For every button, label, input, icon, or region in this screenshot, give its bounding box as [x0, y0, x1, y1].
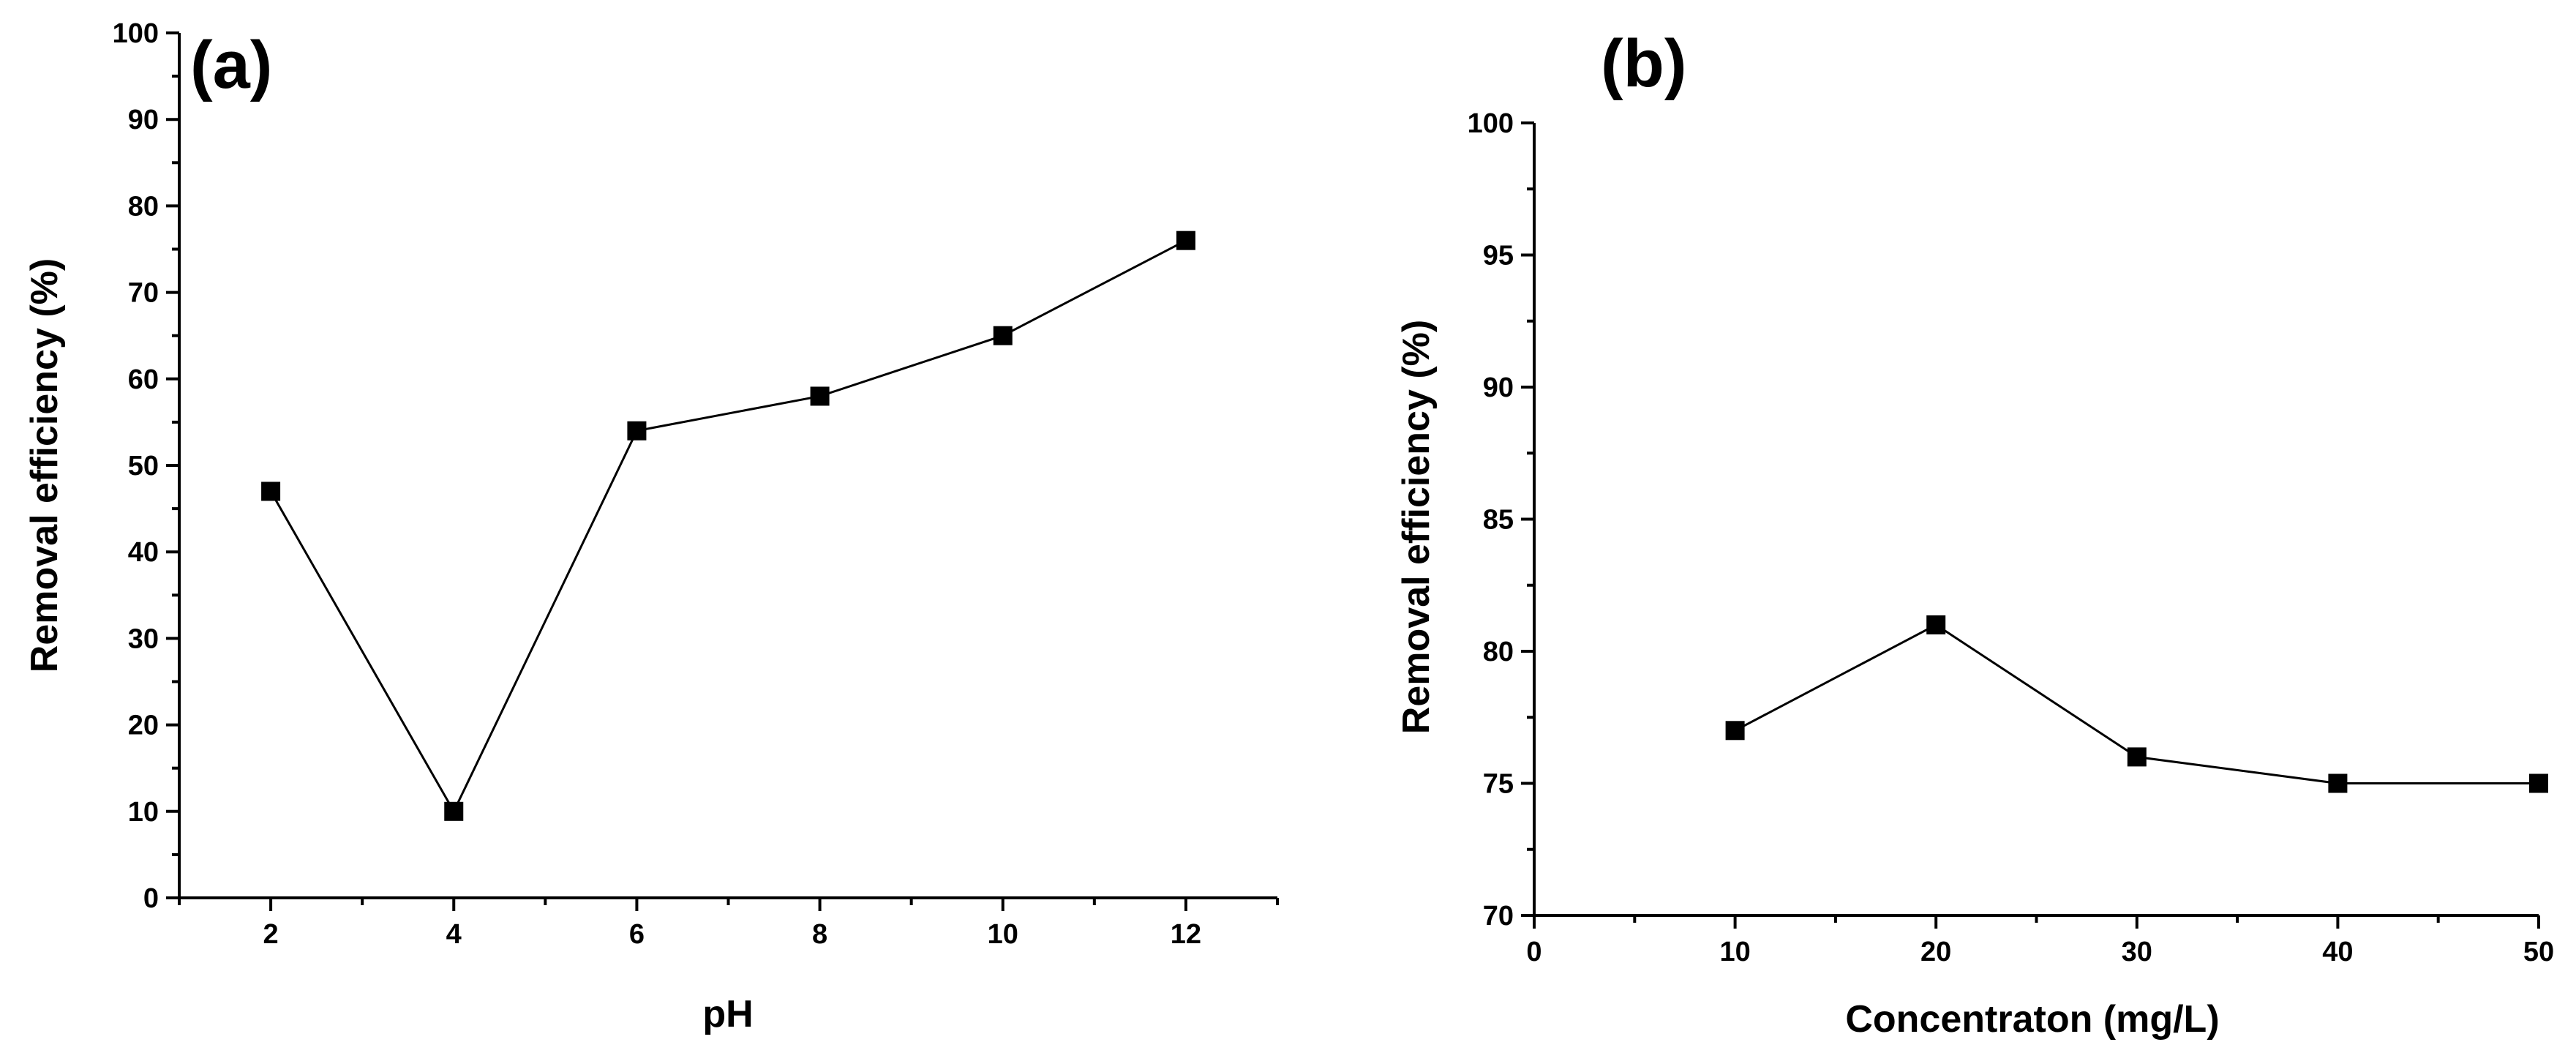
x-tick-label: 8 [812, 919, 827, 950]
x-axis-title-a: pH [702, 993, 753, 1035]
y-ticks-b: 70 75 80 85 90 95 100 [1468, 108, 1534, 932]
x-tick-label: 40 [2322, 937, 2353, 967]
y-tick-label: 80 [128, 191, 159, 222]
y-tick-label: 50 [128, 451, 159, 481]
x-tick-label: 4 [446, 919, 462, 950]
data-point [1176, 231, 1195, 250]
x-ticks-b: 0 10 20 30 40 50 [1526, 915, 2554, 967]
data-point [2328, 773, 2348, 793]
y-axis-title-a: Removal efficiency (%) [23, 258, 66, 672]
series-line-a [269, 239, 1187, 814]
x-axis-title-b: Concentraton (mg/L) [1845, 998, 2219, 1041]
y-tick-label: 100 [1468, 108, 1514, 139]
data-point [627, 421, 647, 441]
x-tick-label: 10 [1719, 937, 1750, 967]
y-tick-label: 0 [143, 883, 159, 914]
x-tick-label: 0 [1526, 937, 1542, 967]
y-tick-label: 90 [128, 105, 159, 135]
x-tick-label: 50 [2523, 937, 2554, 967]
chart-panel-b: (b) 70 75 80 85 90 95 100 0 10 20 30 40 50 Concentr… [1395, 26, 2554, 1041]
y-tick-label: 100 [113, 18, 159, 49]
axis-lines-a [178, 33, 1277, 899]
y-ticks-a: 0 10 20 30 40 50 60 70 80 90 100 [113, 18, 179, 914]
data-point [1725, 721, 1745, 741]
y-tick-label: 60 [128, 364, 159, 395]
y-tick-label: 10 [128, 797, 159, 828]
panel-label-a: (a) [190, 28, 272, 102]
y-tick-label: 80 [1483, 637, 1514, 667]
y-axis-title-b: Removal efficiency (%) [1395, 320, 1438, 734]
series-a [261, 231, 1195, 821]
y-tick-label: 30 [128, 623, 159, 654]
x-tick-label: 12 [1171, 919, 1201, 950]
y-tick-label: 90 [1483, 372, 1514, 403]
data-point [993, 326, 1013, 345]
y-tick-label: 70 [1483, 901, 1514, 932]
y-tick-label: 70 [128, 278, 159, 309]
x-ticks-a: 2 4 6 8 10 12 [178, 898, 1279, 950]
data-point [2127, 747, 2147, 767]
data-point [261, 481, 281, 501]
y-tick-label: 95 [1483, 241, 1514, 271]
data-point [1926, 615, 1946, 634]
x-tick-label: 2 [263, 919, 279, 950]
chart-panel-a: (a) 0 10 20 30 40 50 60 70 80 90 100 2 4 6 8 10 12 pH R… [23, 18, 1279, 1035]
y-tick-label: 75 [1483, 769, 1514, 800]
data-point [2529, 773, 2548, 793]
y-tick-label: 20 [128, 711, 159, 741]
data-point [810, 386, 830, 406]
series-b [1725, 615, 2548, 793]
panel-label-b: (b) [1601, 26, 1686, 101]
y-tick-label: 85 [1483, 505, 1514, 536]
data-point [444, 801, 464, 821]
x-tick-label: 10 [988, 919, 1018, 950]
x-tick-label: 6 [629, 919, 645, 950]
x-tick-label: 30 [2122, 937, 2152, 967]
axis-lines-b [1533, 123, 2539, 917]
x-tick-label: 20 [1920, 937, 1951, 967]
y-tick-label: 40 [128, 537, 159, 568]
